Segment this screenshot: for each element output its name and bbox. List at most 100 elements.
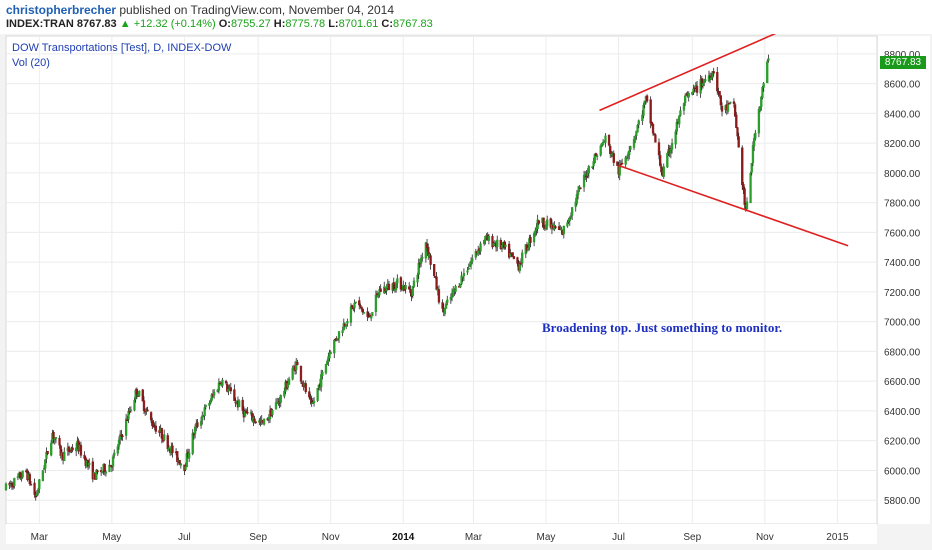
candle-up (337, 331, 341, 339)
open-value: 8755.27 (230, 18, 271, 30)
candle-down (33, 482, 36, 495)
candle-down (368, 314, 372, 318)
candle-up (642, 104, 645, 116)
time-tick-label: Nov (322, 532, 340, 543)
candle-up (41, 470, 45, 482)
candle-up (45, 451, 48, 459)
annotation-text[interactable]: Broadening top. Just something to monito… (542, 320, 783, 335)
candle-up (601, 141, 605, 145)
price-tick-label: 8800.00 (884, 50, 921, 61)
candle-up (575, 194, 579, 204)
candle-up (113, 452, 116, 456)
candle-up (124, 418, 128, 436)
candle-up (636, 125, 639, 133)
candle-up (496, 239, 499, 247)
candle-up (416, 274, 419, 283)
candle-up (571, 207, 574, 216)
candle-up (624, 157, 627, 165)
candle-up (201, 415, 204, 421)
candle-down (716, 71, 719, 92)
candle-up (417, 263, 420, 275)
price-chart[interactable]: 5800.00 6000.00 6200.00 6400.00 6600.00 6800.… (0, 34, 932, 550)
candle-down (609, 145, 612, 154)
candle-down (46, 450, 49, 455)
price-tick-label: 7800.00 (884, 199, 921, 210)
candle-up (521, 252, 524, 264)
candle-up (562, 225, 565, 235)
candle-up (21, 470, 24, 478)
low-value: 8701.61 (338, 18, 379, 30)
candle-down (379, 288, 382, 292)
candle-up (701, 83, 705, 86)
candle-up (346, 321, 349, 324)
time-tick-label: Jul (612, 532, 625, 543)
candle-up (35, 493, 39, 496)
candle-up (682, 103, 686, 111)
candle-down (79, 444, 83, 456)
high-value: 8775.78 (285, 18, 326, 30)
price-tick-label: 6000.00 (884, 466, 921, 477)
candle-up (527, 248, 530, 250)
candle-down (52, 431, 55, 440)
candle-down (645, 95, 649, 102)
price-change: +12.32 (+0.14%) (133, 18, 216, 30)
time-tick-label: Sep (683, 532, 701, 543)
candle-up (227, 388, 230, 392)
candle-down (359, 305, 362, 307)
candle-up (193, 426, 197, 435)
candle-down (58, 437, 61, 446)
candle-up (745, 201, 749, 210)
candle-up (471, 258, 474, 262)
candle-up (4, 483, 8, 491)
candle-up (751, 145, 755, 164)
candle-up (117, 439, 121, 447)
candle-up (412, 280, 416, 287)
candle-up (546, 219, 549, 227)
price-axis[interactable] (878, 36, 930, 524)
candle-up (127, 411, 130, 420)
candle-up (221, 379, 224, 386)
low-label: L: (328, 18, 339, 30)
candle-up (637, 120, 640, 125)
candle-down (241, 399, 244, 411)
candle-up (396, 278, 399, 284)
candle-up (283, 391, 286, 397)
high-label: H: (273, 18, 286, 30)
candle-down (308, 391, 311, 398)
candle-up (274, 402, 278, 410)
candle-up (354, 301, 357, 304)
candle-up (212, 391, 216, 396)
time-axis-labels: Mar May Jul Sep Nov 2014 Mar May Jul Sep Nov 2015 (31, 532, 849, 543)
candle-down (176, 451, 179, 462)
candle-up (625, 156, 629, 159)
candle-up (443, 307, 447, 314)
candle-up (704, 79, 707, 81)
candle-up (566, 222, 569, 227)
candle-up (316, 387, 319, 401)
series-title: DOW Transportations [Test], D, INDEX-DOW (12, 42, 232, 54)
candle-up (761, 87, 764, 98)
candle-up (678, 115, 681, 125)
symbol[interactable]: INDEX:TRAN (6, 18, 74, 30)
candle-down (358, 300, 361, 306)
time-axis[interactable] (6, 524, 877, 544)
candle-up (191, 433, 194, 454)
candle-up (204, 405, 207, 407)
candle-down (594, 153, 598, 157)
candle-down (178, 460, 181, 466)
candle-down (741, 147, 744, 186)
candle-down (160, 428, 163, 439)
candle-up (394, 282, 398, 291)
candle-up (111, 456, 115, 467)
candle-down (309, 397, 312, 400)
time-tick-label: May (537, 532, 556, 543)
candle-up (203, 407, 206, 416)
trendlines[interactable] (599, 34, 849, 247)
author-link[interactable]: christopherbrecher (6, 3, 117, 17)
candle-up (329, 352, 332, 355)
up-triangle-icon: ▲ (119, 18, 131, 30)
candle-down (361, 308, 364, 313)
price-tick-label: 7200.00 (884, 288, 921, 299)
candle-up (569, 215, 573, 217)
candle-up (185, 453, 188, 468)
